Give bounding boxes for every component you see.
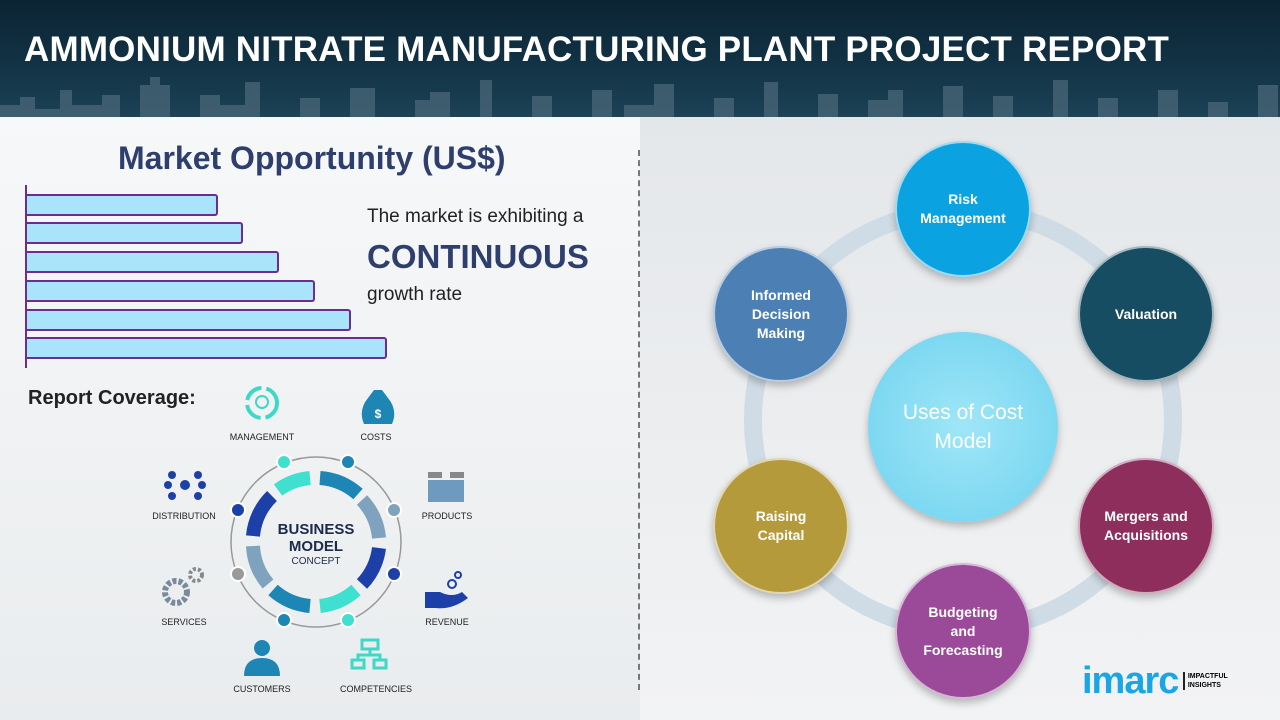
logo-tagline2: INSIGHTS xyxy=(1187,682,1221,689)
bar-axis xyxy=(25,185,27,368)
coverage-item-costs: COSTS xyxy=(360,432,392,442)
growth-bar xyxy=(27,194,218,216)
market-text-line1: The market is exhibiting a xyxy=(367,206,584,227)
revenue-hand-icon xyxy=(425,571,468,609)
logo-tagline1: IMPACTFUL xyxy=(1187,673,1228,680)
use-circle: Valuation xyxy=(1078,246,1214,382)
use-circle: Budgeting and Forecasting xyxy=(895,563,1031,699)
gears-icon xyxy=(162,567,204,606)
growth-bar xyxy=(27,309,351,331)
use-circle: Raising Capital xyxy=(713,458,849,594)
coverage-item-competencies: COMPETENCIES xyxy=(339,684,412,694)
products-box-icon xyxy=(428,472,464,502)
coverage-item-products: PRODUCTS xyxy=(421,511,473,521)
bm-center-line3: CONCEPT xyxy=(292,556,341,567)
use-circle: Informed Decision Making xyxy=(713,246,849,382)
uses-center: Uses of Cost Model xyxy=(868,332,1058,522)
business-model-diagram: BUSINESS MODEL CONCEPT $ xyxy=(162,386,468,676)
money-bag-icon: $ xyxy=(361,390,395,424)
market-text-line3: growth rate xyxy=(367,284,463,305)
coverage-item-distribution: DISTRIBUTION xyxy=(152,511,216,521)
market-text-continuous: CONTINUOUS xyxy=(367,238,589,275)
distribution-network-icon xyxy=(164,471,206,500)
bm-center-line2: MODEL xyxy=(289,538,343,555)
use-circle: Mergers and Acquisitions xyxy=(1078,458,1214,594)
dashed-divider xyxy=(638,150,640,690)
city-skyline-decoration xyxy=(0,77,1280,117)
market-opportunity-title: Market Opportunity (US$) xyxy=(118,140,506,176)
logo-brand: imarc xyxy=(1082,660,1179,702)
coverage-item-management: MANAGEMENT xyxy=(229,432,295,442)
customer-icon xyxy=(244,640,280,676)
left-panel xyxy=(0,117,640,720)
imarc-logo: imarc IMPACTFUL INSIGHTS xyxy=(1082,660,1228,703)
svg-text:$: $ xyxy=(375,407,382,421)
use-circle: Risk Management xyxy=(895,141,1031,277)
bm-center-line1: BUSINESS xyxy=(278,521,355,538)
management-icon xyxy=(245,386,279,420)
growth-bar xyxy=(27,337,387,359)
growth-bar xyxy=(27,222,243,244)
coverage-item-customers: CUSTOMERS xyxy=(233,684,291,694)
page-title: AMMONIUM NITRATE MANUFACTURING PLANT PRO… xyxy=(24,30,1170,69)
growth-bar xyxy=(27,280,315,302)
competencies-icon xyxy=(350,638,388,670)
report-coverage-title: Report Coverage: xyxy=(28,387,196,409)
coverage-item-revenue: REVENUE xyxy=(425,617,469,627)
growth-bar xyxy=(27,251,279,273)
coverage-item-services: SERVICES xyxy=(161,617,207,627)
header-banner: AMMONIUM NITRATE MANUFACTURING PLANT PRO… xyxy=(0,0,1280,117)
